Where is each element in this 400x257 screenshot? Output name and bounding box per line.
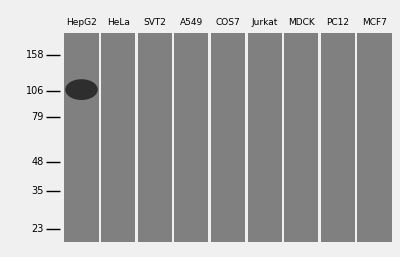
Text: MCF7: MCF7: [362, 18, 387, 27]
Text: SVT2: SVT2: [143, 18, 166, 27]
Text: PC12: PC12: [326, 18, 349, 27]
Text: 23: 23: [32, 224, 44, 234]
Bar: [248, 33, 282, 242]
Bar: [211, 33, 245, 242]
Text: MDCK: MDCK: [288, 18, 315, 27]
Text: Jurkat: Jurkat: [252, 18, 278, 27]
Text: 48: 48: [32, 158, 44, 167]
Text: 35: 35: [32, 186, 44, 196]
Text: 158: 158: [26, 50, 44, 60]
Text: HeLa: HeLa: [107, 18, 130, 27]
Bar: [284, 33, 318, 242]
Bar: [64, 33, 99, 242]
Text: 106: 106: [26, 86, 44, 96]
Bar: [174, 33, 208, 242]
Text: A549: A549: [180, 18, 203, 27]
Text: HepG2: HepG2: [66, 18, 97, 27]
Bar: [101, 33, 135, 242]
Bar: [321, 33, 355, 242]
Ellipse shape: [65, 79, 98, 100]
Text: 79: 79: [32, 112, 44, 122]
Text: COS7: COS7: [216, 18, 240, 27]
Bar: [357, 33, 392, 242]
Bar: [138, 33, 172, 242]
